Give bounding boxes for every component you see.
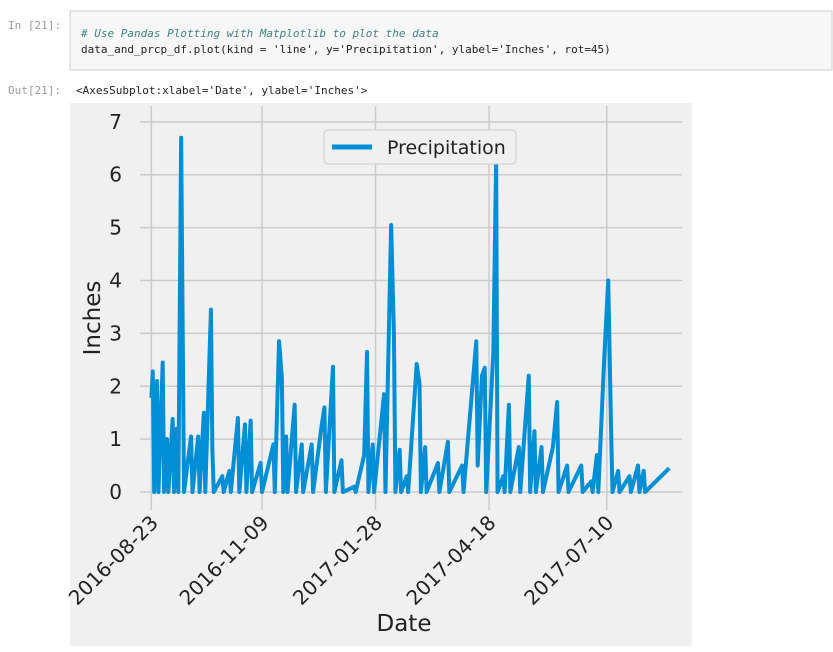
- y-tick-label: 5: [109, 216, 122, 240]
- y-tick-label: 2: [109, 374, 122, 398]
- code-cell[interactable]: [69, 10, 833, 71]
- y-tick-label: 1: [109, 427, 122, 451]
- y-tick-label: 4: [109, 269, 122, 293]
- legend-label: Precipitation: [387, 137, 506, 159]
- line-series: [149, 135, 671, 495]
- code-line: data_and_prcp_df.plot(kind = 'line', y='…: [81, 43, 611, 56]
- legend-box: [323, 129, 517, 165]
- out-prompt: Out[21]:: [8, 84, 61, 97]
- x-axis-label: Date: [377, 611, 432, 637]
- figure: [70, 103, 692, 646]
- y-tick-label: 7: [109, 110, 122, 134]
- y-tick-label: 0: [109, 480, 122, 504]
- code-comment: # Use Pandas Plotting with Matplotlib to…: [80, 27, 439, 40]
- y-tick-label: 6: [109, 163, 122, 187]
- in-prompt: In [21]:: [8, 19, 61, 32]
- y-axis-label: Inches: [80, 281, 106, 356]
- output-text: <AxesSubplot:xlabel='Date', ylabel='Inch…: [76, 84, 368, 97]
- y-tick-label: 3: [109, 321, 122, 345]
